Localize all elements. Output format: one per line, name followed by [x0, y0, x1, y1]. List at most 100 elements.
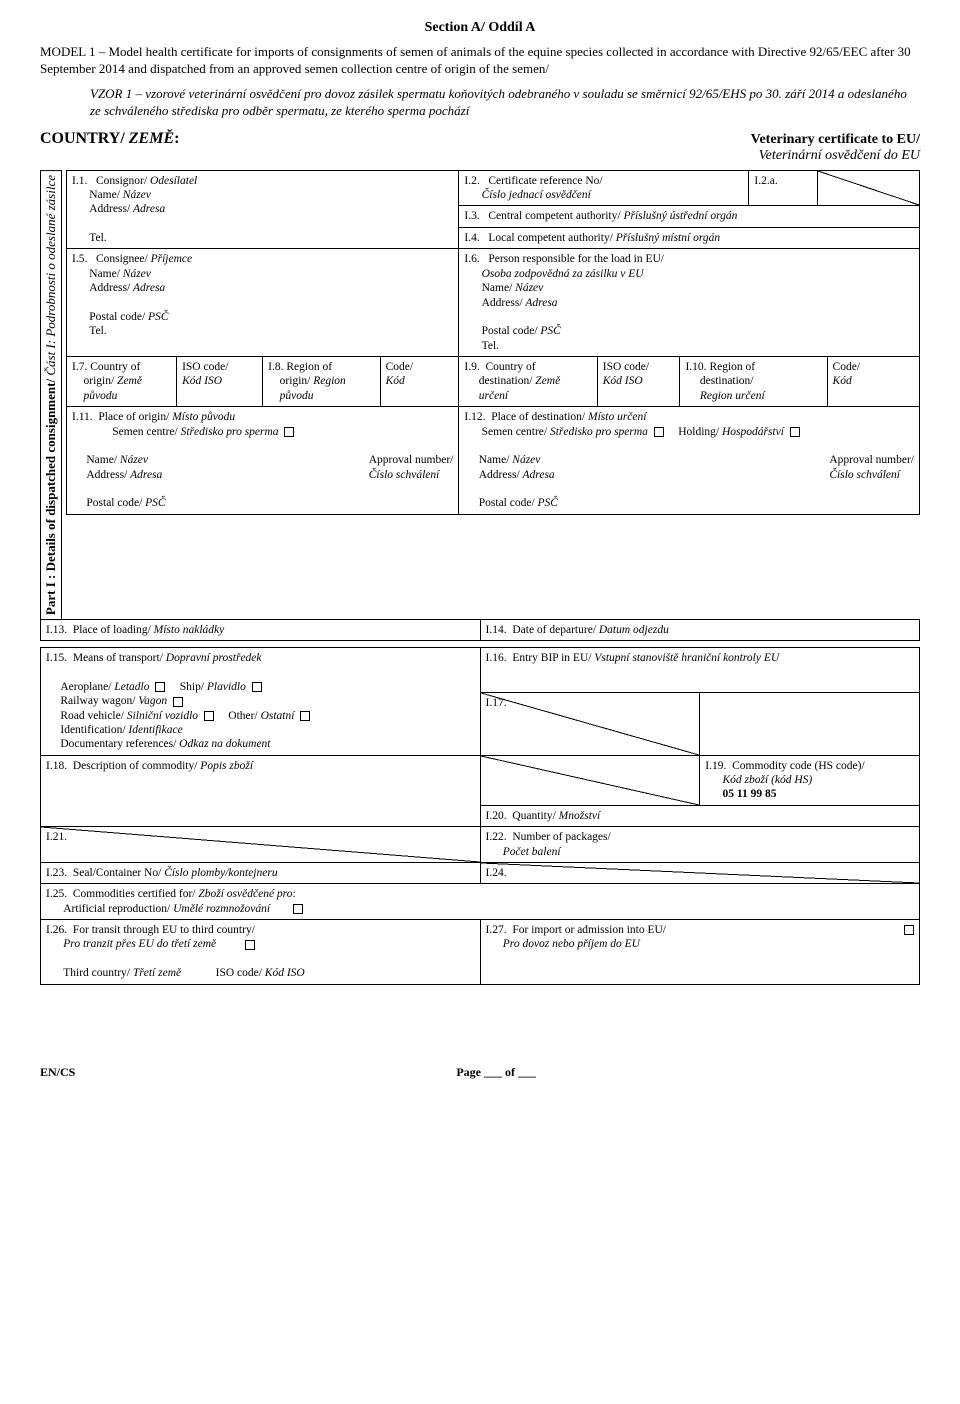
box-i3: I.3. Central competent authority/ Příslu… [459, 206, 920, 227]
i8-code-l: Code/ [386, 361, 413, 373]
i10-code-l: Code/ [833, 361, 860, 373]
i7-l1: Country of [90, 361, 140, 373]
i3-label: Central competent authority/ [488, 210, 623, 222]
box-i2a: I.2.a. [749, 170, 817, 206]
i6-pc: Postal code/ [482, 325, 541, 337]
country-label-en: COUNTRY/ [40, 130, 129, 147]
i25-label-it: Zboží osvědčené pro [198, 888, 292, 900]
i9-l2it: Země [535, 375, 560, 387]
page-footer: EN/CS Page ___ of ___ [40, 1065, 920, 1080]
i26-iso-it: Kód ISO [265, 967, 305, 979]
i7-col1: I.7. Country of origin/ Země původu [67, 357, 177, 406]
footer-center: Page ___ of ___ [456, 1065, 536, 1080]
i6-label: Person responsible for the load in EU/ [488, 253, 664, 265]
i10-code-it: Kód [833, 375, 852, 387]
i5-num: I.5. [72, 253, 87, 265]
i3-label-it: Příslušný ústřední orgán [623, 210, 737, 222]
i27-label-it: Pro dovoz nebo příjem do EU [503, 938, 640, 950]
checkbox-i26[interactable] [245, 940, 255, 950]
upper-table: I.1. Consignor/ Odesílatel Name/ Název A… [66, 170, 920, 515]
checkbox-i11-sc[interactable] [284, 427, 294, 437]
box-i17b [700, 692, 920, 755]
checkbox-road[interactable] [204, 711, 214, 721]
i7-iso-it: Kód ISO [182, 375, 222, 387]
i13-label-it: Místo nakládky [154, 624, 225, 636]
i25-label: Commodities certified for/ [73, 888, 199, 900]
i7-l3it: původu [84, 390, 118, 402]
box-i2: I.2. Certificate reference No/ Číslo jed… [459, 170, 749, 206]
checkbox-i12-sc[interactable] [654, 427, 664, 437]
i9-iso-l: ISO code/ [603, 361, 649, 373]
box-i9-i10: I.9. Country of destination/ Země určení… [459, 357, 920, 407]
i11-label-it: Místo původu [172, 411, 235, 423]
box-i23: I.23. Seal/Container No/ Číslo plomby/ko… [41, 862, 481, 883]
i15-aero: Aeroplane/ [60, 681, 114, 693]
i12-name-it: Název [512, 454, 540, 466]
box-i12: I.12. Place of destination/ Místo určení… [459, 407, 920, 515]
i21-num: I.21. [46, 831, 67, 843]
i12-num: I.12. [464, 411, 485, 423]
i15-aero-it: Letadlo [114, 681, 149, 693]
i15-ident: Identification/ [60, 724, 128, 736]
i9-l1: Country of [485, 361, 535, 373]
i10-col: I.10. Region of destination/ Region urče… [680, 357, 827, 406]
box-i27: I.27. For import or admission into EU/ P… [480, 920, 920, 985]
part-i-sidebar: Part I : Details of dispatched consignme… [40, 170, 62, 620]
box-i21: I.21. [41, 827, 481, 863]
i12-addr-it: Adresa [523, 469, 555, 481]
i2-num: I.2. [464, 175, 479, 187]
i5-label-it: Příjemce [151, 253, 193, 265]
i1-name-it: Název [123, 189, 151, 201]
box-i25: I.25. Commodities certified for/ Zboží o… [41, 884, 920, 920]
vet-cert-cs: Veterinární osvědčení do EU [759, 148, 920, 163]
i24-num: I.24. [486, 867, 507, 879]
i20-num: I.20. [486, 810, 507, 822]
i12-pc: Postal code/ [479, 497, 538, 509]
i5-tel: Tel. [89, 325, 106, 337]
i26-num: I.26. [46, 924, 67, 936]
i1-label-it: Odesílatel [150, 175, 197, 187]
i10-l1: Region of [709, 361, 755, 373]
i23-num: I.23. [46, 867, 67, 879]
checkbox-ar[interactable] [293, 904, 303, 914]
colon: : [174, 130, 179, 147]
i6-label-it: Osoba zodpovědná za zásilku v EU [482, 268, 644, 280]
i11-addr: Address/ [86, 469, 130, 481]
i7-l2: origin/ [84, 375, 118, 387]
box-i5: I.5. Consignee/ Příjemce Name/ Název Add… [67, 249, 459, 357]
i9-iso: ISO code/Kód ISO [597, 357, 680, 406]
i9-l3it: určení [479, 390, 508, 402]
box-i13: I.13. Place of loading/ Místo nakládky [41, 619, 481, 640]
i1-num: I.1. [72, 175, 87, 187]
checkbox-rail[interactable] [173, 697, 183, 707]
i12-addr: Address/ [479, 469, 523, 481]
i8-l3it: původu [280, 390, 314, 402]
i15-road: Road vehicle/ [60, 710, 126, 722]
box-i14: I.14. Date of departure/ Datum odjezdu [480, 619, 920, 640]
i10-code: Code/Kód [827, 357, 919, 406]
checkbox-other[interactable] [300, 711, 310, 721]
i19-code: 05 11 99 85 [723, 788, 777, 800]
i12-an: Approval number/ [829, 454, 914, 466]
checkbox-aero[interactable] [155, 682, 165, 692]
i22-label: Number of packages/ [512, 831, 610, 843]
i26-label: For transit through EU to third country/ [73, 924, 255, 936]
table-i15-i16: I.15. Means of transport/ Dopravní prost… [40, 647, 920, 985]
checkbox-i27[interactable] [904, 925, 914, 935]
i1-name: Name/ [89, 189, 123, 201]
i6-num: I.6. [464, 253, 479, 265]
box-i26: I.26. For transit through EU to third co… [41, 920, 481, 985]
i25-num: I.25. [46, 888, 67, 900]
i17-num: I.17. [486, 697, 507, 709]
checkbox-ship[interactable] [252, 682, 262, 692]
i20-label: Quantity/ [512, 810, 558, 822]
i13-label: Place of loading/ [73, 624, 154, 636]
i12-label: Place of destination/ [491, 411, 588, 423]
i11-num: I.11. [72, 411, 93, 423]
box-i18: I.18. Description of commodity/ Popis zb… [41, 755, 481, 827]
i15-label: Means of transport/ [73, 652, 166, 664]
checkbox-i12-hold[interactable] [790, 427, 800, 437]
i18-label-it: Popis zboží [200, 760, 253, 772]
box-i4: I.4. Local competent authority/ Příslušn… [459, 227, 920, 249]
i5-pc-it: PSČ [148, 311, 168, 323]
